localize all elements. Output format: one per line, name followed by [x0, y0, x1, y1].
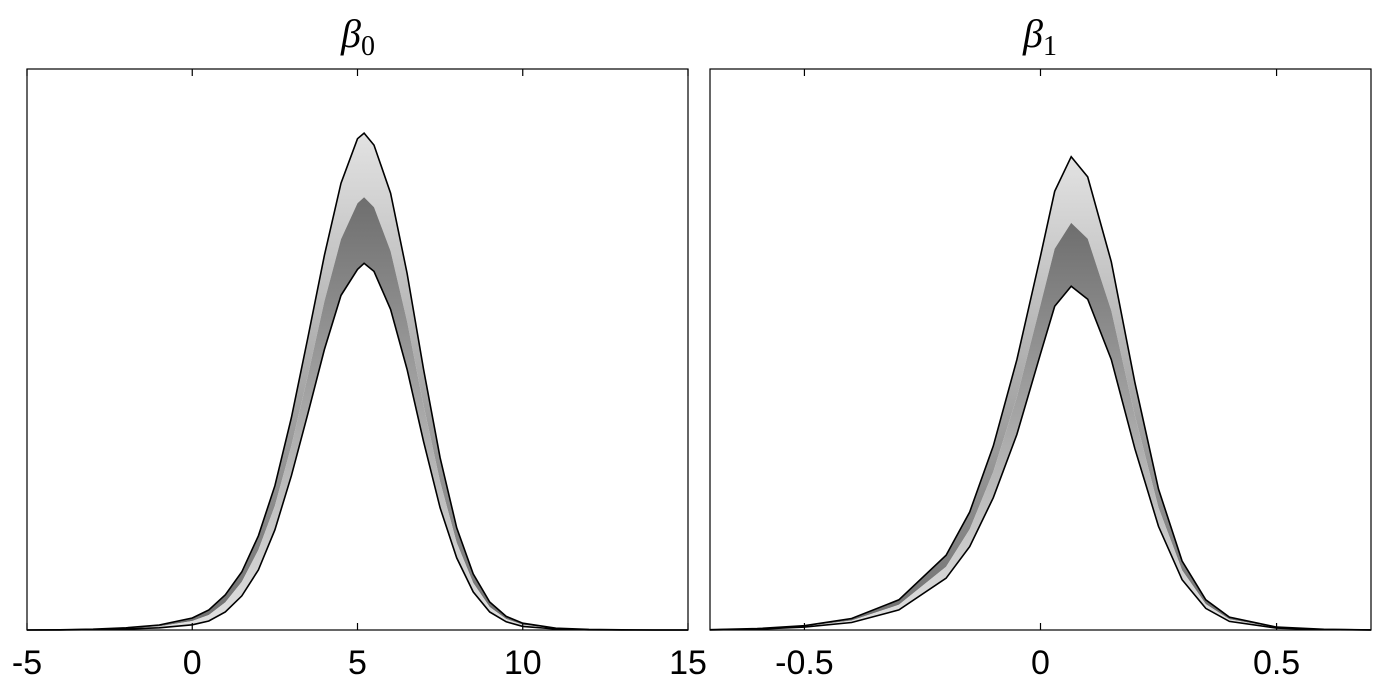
- x-tick-label: 0: [183, 644, 202, 682]
- x-tick-label: 0: [1031, 644, 1050, 682]
- panel-title: β1: [1022, 11, 1057, 62]
- credible-band: [26, 131, 688, 631]
- panel-title: β0: [340, 11, 375, 62]
- band-upper-half: [710, 156, 1371, 630]
- band-lower-edge: [709, 285, 1372, 631]
- panel-beta0: β0 -5 0 5 10 15: [12, 11, 707, 682]
- panel-beta1: β1 -0.5 0 0.5: [709, 11, 1372, 682]
- credible-band: [709, 155, 1372, 631]
- x-tick-label: 0.5: [1253, 644, 1300, 682]
- x-tick-label: 10: [504, 644, 542, 682]
- x-tick-label: -0.5: [775, 644, 834, 682]
- x-tick-label: 5: [348, 644, 367, 682]
- band-lower-edge: [26, 262, 688, 631]
- band-lower-half: [27, 197, 688, 630]
- x-tick-label: -5: [12, 644, 42, 682]
- x-tick-label: 15: [669, 644, 707, 682]
- band-upper-edge: [26, 131, 688, 631]
- band-upper-edge: [709, 155, 1372, 631]
